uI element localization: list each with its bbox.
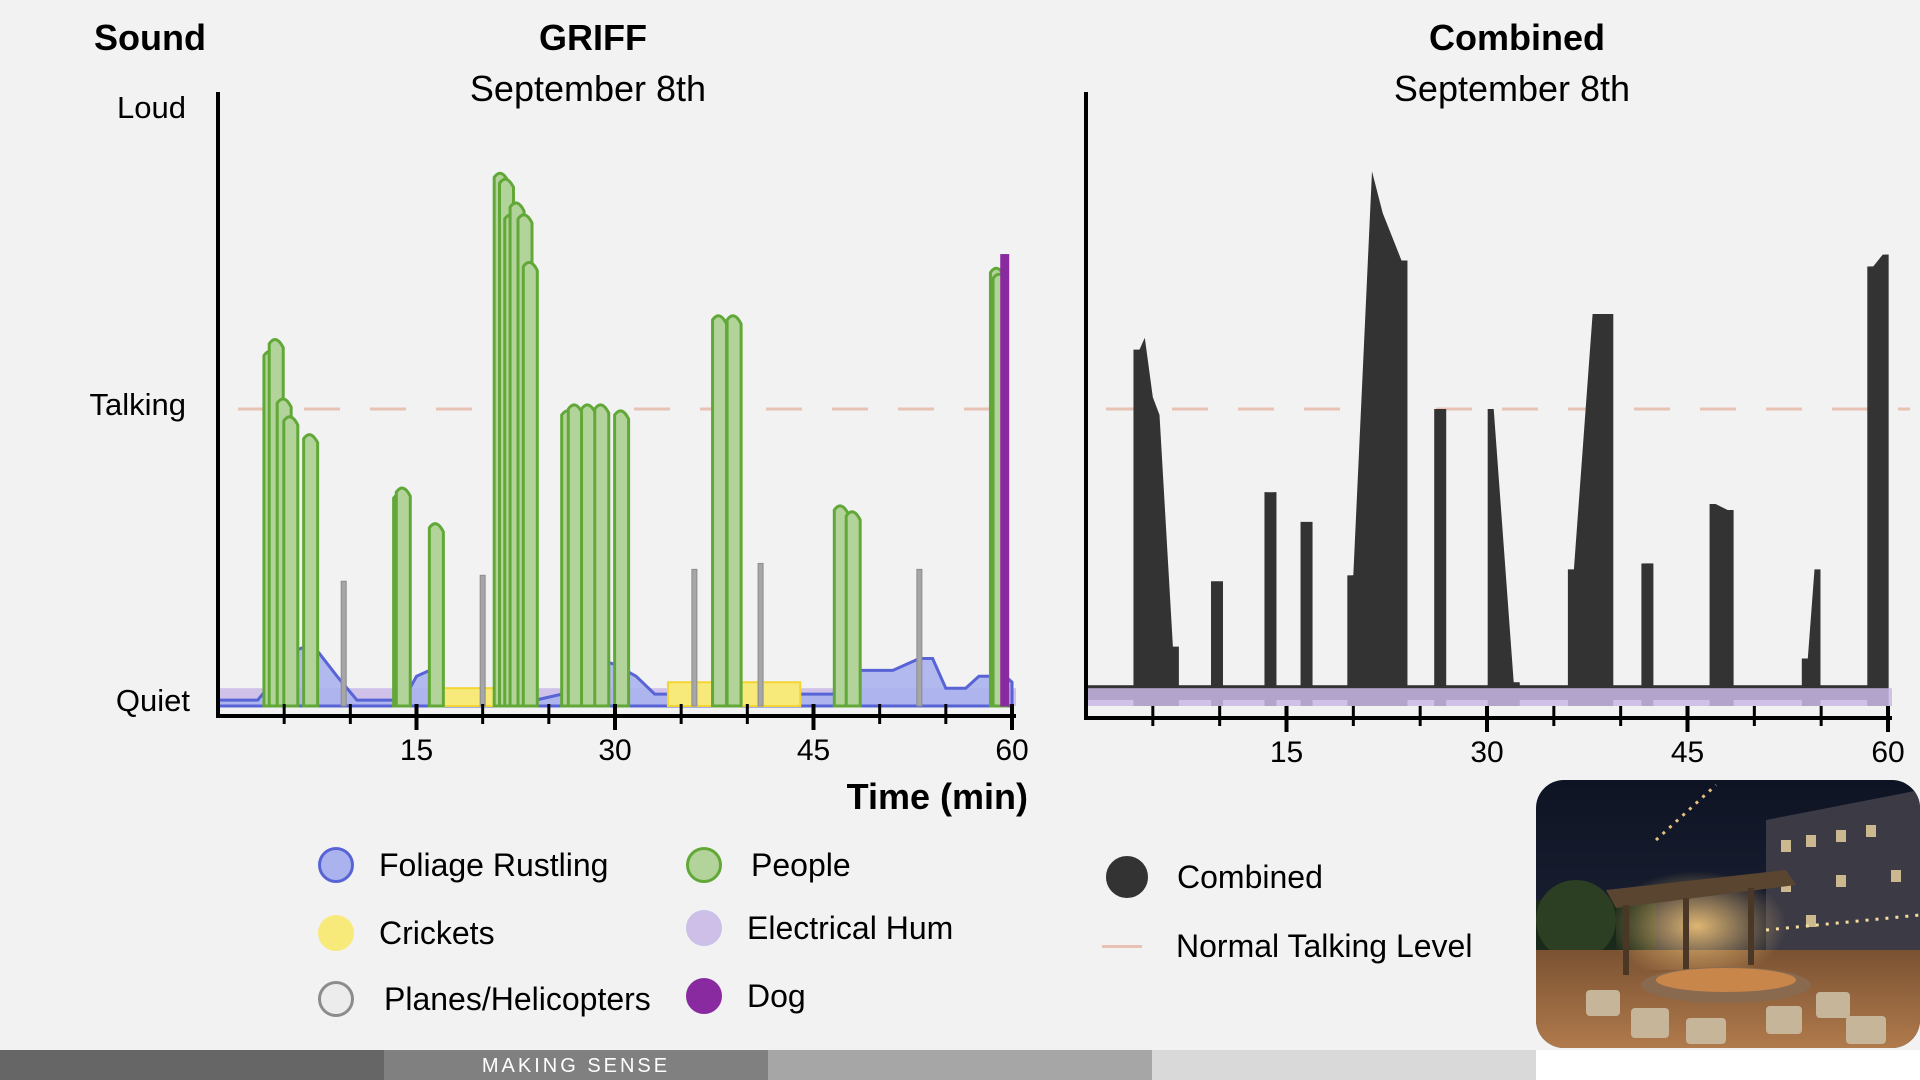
combined-burst: [1567, 313, 1614, 706]
chart-title: Combined: [1429, 17, 1605, 58]
x-tick-label: 45: [797, 734, 830, 767]
people-burst: [282, 415, 300, 708]
courtyard-photo-icon: [1536, 780, 1920, 1048]
x-tick-label: 30: [598, 734, 631, 767]
combined-burst: [1641, 563, 1654, 706]
chart-subtitle: September 8th: [470, 68, 706, 109]
footer-segment: MAKING SENSE: [384, 1050, 768, 1080]
people-burst: [593, 403, 611, 708]
combined-burst: [1709, 504, 1734, 706]
footer-segment: [1152, 1050, 1536, 1080]
plane-event: [340, 580, 347, 707]
combined-burst: [1801, 569, 1821, 706]
legend-item-combined: Combined: [1106, 855, 1323, 899]
x-tick-label: 15: [1270, 736, 1303, 769]
legend-label: Crickets: [379, 914, 495, 951]
footer-segment: [1536, 1050, 1920, 1080]
combined-burst: [1347, 171, 1408, 706]
people-burst: [302, 433, 320, 708]
legend-item-electrical-hum: Electrical Hum: [686, 906, 953, 950]
people-burst: [711, 314, 729, 708]
legend-item-talking-level: Normal Talking Level: [1102, 924, 1472, 968]
combined-burst: [1300, 521, 1313, 706]
legend-item-planes: Planes/Helicopters: [318, 977, 651, 1021]
crickets-swatch-icon: [318, 915, 354, 951]
series-electrical-hum: [1086, 688, 1892, 706]
people-swatch-icon: [686, 847, 722, 883]
footer-label: MAKING SENSE: [481, 1055, 671, 1077]
legend-label: Electrical Hum: [747, 909, 954, 946]
chart-title: GRIFF: [539, 17, 647, 58]
people-burst: [844, 510, 862, 708]
combined-burst: [1434, 409, 1447, 706]
combined-burst: [1210, 581, 1223, 706]
people-burst: [427, 522, 445, 708]
legend-label: Dog: [747, 977, 806, 1014]
electrical-hum-swatch-icon: [686, 910, 722, 946]
legend-label: Planes/Helicopters: [384, 980, 651, 1017]
combined-burst: [1264, 492, 1277, 706]
people-burst: [613, 409, 631, 708]
footer-segment: [0, 1050, 384, 1080]
y-level-quiet: Quiet: [116, 683, 190, 718]
y-level-loud: Loud: [117, 90, 186, 125]
combined-swatch-icon: [1106, 856, 1148, 898]
x-tick-label: 45: [1671, 736, 1704, 769]
courtyard-photo: [1536, 780, 1920, 1048]
people-burst: [521, 260, 539, 708]
chart-combined: Combined September 8th 15 30 45 60: [1084, 17, 1910, 769]
legend-label: Foliage Rustling: [379, 846, 609, 883]
legend-item-foliage: Foliage Rustling: [318, 843, 608, 887]
x-tick-label: 60: [1871, 736, 1904, 769]
x-tick-label: 60: [995, 734, 1028, 767]
sound-label: Sound: [94, 17, 206, 58]
footer-bar: MAKING SENSE: [0, 1050, 1920, 1080]
talking-level-line-icon: [1102, 944, 1142, 948]
dog-swatch-icon: [686, 978, 722, 1014]
charts-canvas: Sound GRIFF September 8th Loud Talking Q…: [90, 17, 1910, 817]
legend-label: Normal Talking Level: [1176, 927, 1473, 964]
combined-burst: [1133, 337, 1179, 706]
legend-item-dog: Dog: [686, 974, 806, 1018]
legend-label: Combined: [1177, 858, 1323, 895]
legend-item-people: People: [686, 843, 851, 887]
legend-label: People: [751, 846, 851, 883]
chart-subtitle: September 8th: [1394, 68, 1630, 109]
plane-event: [757, 562, 764, 707]
dog-bark: [1004, 254, 1010, 707]
dog-bark: [1000, 254, 1006, 707]
y-level-talking: Talking: [90, 387, 187, 422]
planes-swatch-icon: [318, 981, 354, 1017]
people-burst: [725, 314, 743, 708]
people-burst: [394, 486, 412, 708]
x-tick-label: 15: [400, 734, 433, 767]
x-tick-label: 30: [1470, 736, 1503, 769]
chart-griff: GRIFF September 8th Loud Talking Quiet 1…: [90, 17, 1029, 817]
legend-item-crickets: Crickets: [318, 911, 495, 955]
x-axis-label: Time (min): [847, 776, 1028, 817]
plane-event: [691, 568, 698, 707]
plane-event: [479, 574, 486, 707]
combined-burst: [1487, 409, 1520, 706]
plane-event: [916, 568, 923, 707]
combined-burst: [1867, 254, 1889, 706]
footer-segment: [768, 1050, 1152, 1080]
foliage-swatch-icon: [318, 847, 354, 883]
crickets-segment: [435, 687, 497, 707]
